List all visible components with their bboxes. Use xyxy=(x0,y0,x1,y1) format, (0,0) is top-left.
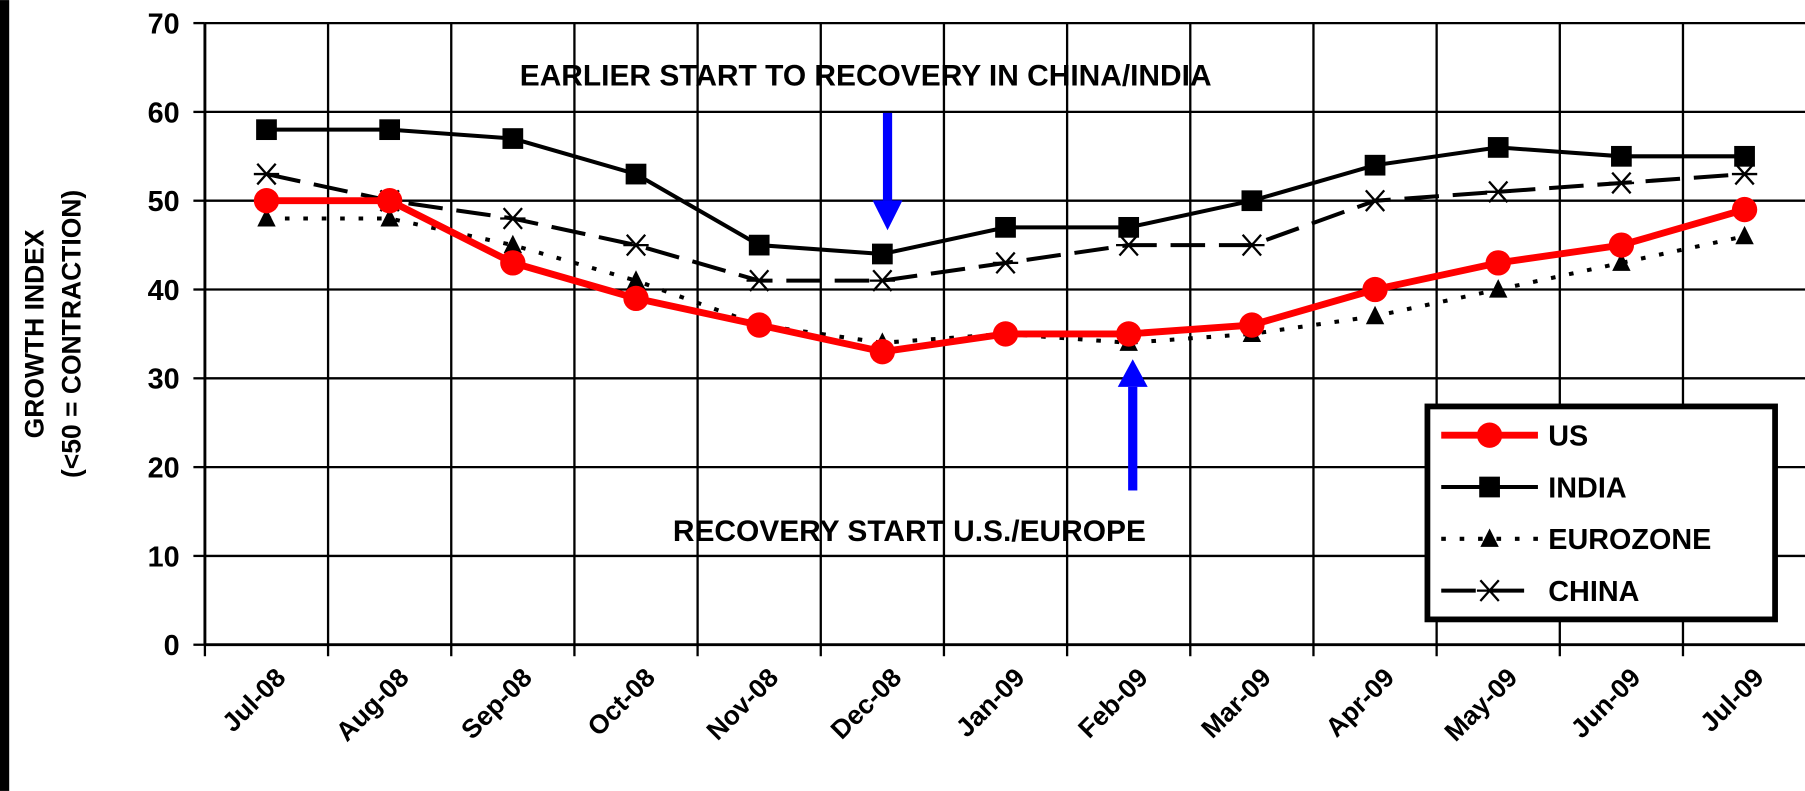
y-tick-label: 70 xyxy=(148,8,180,40)
marker xyxy=(869,339,896,365)
marker xyxy=(746,312,772,338)
marker xyxy=(257,208,276,227)
legend: US INDIA EUROZONE CHINA xyxy=(1424,403,1778,623)
legend-label: CHINA xyxy=(1548,576,1639,608)
marker xyxy=(1241,190,1263,212)
legend-label: EUROZONE xyxy=(1548,524,1711,556)
marker xyxy=(503,234,523,254)
marker xyxy=(748,234,770,256)
x-tick-label: Oct-08 xyxy=(582,662,661,741)
marker xyxy=(1118,216,1140,238)
x-tick-label: Sep-08 xyxy=(455,662,538,745)
marker xyxy=(1734,145,1755,167)
marker xyxy=(1476,422,1503,448)
legend-label: US xyxy=(1548,421,1588,453)
marker xyxy=(1364,154,1386,176)
marker xyxy=(1362,276,1388,303)
x-tick-label: Jan-09 xyxy=(950,662,1031,743)
y-axis-label: (<50 = CONTRACTION) xyxy=(57,190,87,478)
annotation: EARLIER START TO RECOVERY IN CHINA/INDIA xyxy=(520,59,1212,92)
x-tick-label: Jul-08 xyxy=(216,662,291,737)
arrow xyxy=(1128,386,1138,491)
marker xyxy=(992,321,1019,347)
marker xyxy=(1608,171,1635,195)
marker xyxy=(1612,252,1631,271)
x-tick-label: Apr-09 xyxy=(1320,662,1400,742)
arrow xyxy=(882,112,893,201)
marker xyxy=(1239,233,1265,257)
x-tick-label: Feb-09 xyxy=(1072,662,1154,744)
marker xyxy=(1485,250,1511,276)
marker xyxy=(626,270,646,289)
y-tick-label: 10 xyxy=(148,541,180,573)
y-tick-label: 50 xyxy=(148,186,180,218)
x-tick-label: Aug-08 xyxy=(330,662,415,747)
left-edge xyxy=(0,0,10,791)
marker xyxy=(502,128,524,149)
marker xyxy=(1735,225,1754,245)
x-tick-label: May-09 xyxy=(1439,662,1524,747)
marker xyxy=(869,269,896,292)
marker xyxy=(256,119,277,141)
marker xyxy=(1480,528,1499,547)
marker xyxy=(1116,321,1142,347)
lines xyxy=(253,119,1758,365)
marker xyxy=(625,163,647,185)
annotation: RECOVERY START U.S./EUROPE xyxy=(673,515,1146,548)
marker xyxy=(1731,162,1758,186)
marker xyxy=(1489,279,1508,298)
marker xyxy=(623,233,649,257)
marker xyxy=(992,251,1019,274)
marker xyxy=(253,188,280,214)
x-tick-label: Mar-09 xyxy=(1195,662,1277,744)
marker xyxy=(377,188,403,214)
marker xyxy=(500,250,526,276)
y-tick-label: 20 xyxy=(148,452,180,484)
marker xyxy=(746,269,772,292)
marker xyxy=(1476,579,1503,602)
marker xyxy=(1116,233,1142,257)
marker xyxy=(1365,305,1385,325)
y-tick-label: 0 xyxy=(164,630,180,662)
grid: 0 10 20 30 40 50 60 70 Jul-08 Aug-08 Sep-08 Oct-08 N… xyxy=(148,8,1805,747)
x-tick-label: Jul-09 xyxy=(1694,662,1769,737)
legend-label: INDIA xyxy=(1548,472,1627,504)
x-tick-label: Dec-08 xyxy=(825,662,908,745)
marker xyxy=(1611,145,1632,167)
x-tick-label: Jun-09 xyxy=(1565,662,1647,744)
arrow xyxy=(872,200,903,231)
marker xyxy=(1239,312,1265,338)
marker xyxy=(1731,196,1758,223)
marker xyxy=(500,207,526,230)
y-tick-label: 60 xyxy=(148,97,180,129)
x-tick-label: Nov-08 xyxy=(701,662,785,746)
marker xyxy=(253,162,280,186)
marker xyxy=(1362,189,1388,212)
marker xyxy=(871,243,893,265)
marker xyxy=(380,208,399,227)
arrow xyxy=(1117,359,1148,387)
marker xyxy=(1608,232,1635,258)
arrows xyxy=(872,112,1148,491)
marker xyxy=(1487,137,1509,158)
y-tick-label: 30 xyxy=(148,364,180,396)
marker xyxy=(379,119,401,141)
marker xyxy=(623,285,649,312)
marker xyxy=(1485,180,1511,203)
y-axis-label: GROWTH INDEX xyxy=(20,229,50,438)
marker xyxy=(995,216,1016,238)
y-tick-label: 40 xyxy=(148,275,180,307)
marker xyxy=(1479,476,1500,498)
